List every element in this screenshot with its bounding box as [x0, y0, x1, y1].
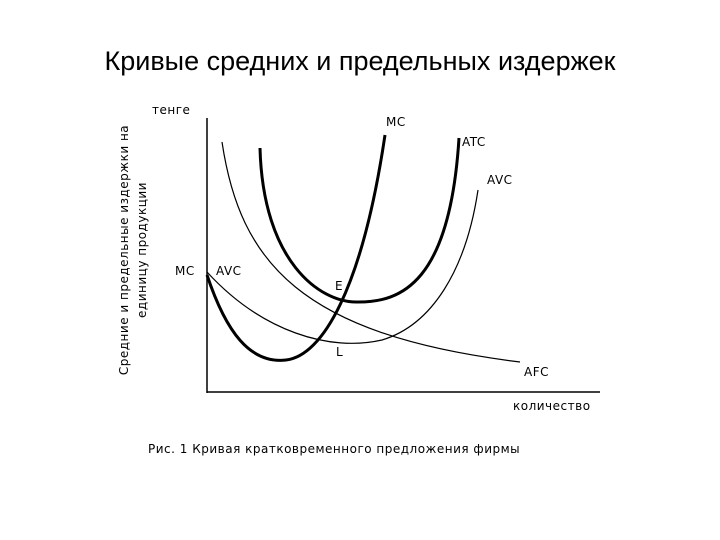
curve-label: MC — [175, 264, 195, 278]
y-label-line: Средние и предельные издержки на — [117, 125, 131, 375]
y-label-line: единицу продукции — [135, 182, 149, 318]
curve-label: AVC — [487, 173, 513, 187]
curve-label: MC — [386, 115, 406, 129]
atc-curve — [258, 137, 461, 304]
avc-curve — [206, 189, 479, 344]
mc-curve — [205, 134, 387, 362]
y-unit: тенге — [152, 103, 190, 117]
x-axis-label: количество — [513, 399, 591, 413]
caption: Рис. 1 Кривая кратковременного предложен… — [148, 442, 520, 456]
curve-label: ATC — [462, 135, 486, 149]
y-axis-label: Средние и предельные издержки на единицу… — [117, 125, 149, 375]
title: Кривые средних и предельных издержек — [105, 46, 616, 76]
curve-label: AVC — [216, 264, 242, 278]
point-label: L — [336, 345, 343, 359]
curve-label: AFC — [524, 365, 549, 379]
point-label: E — [335, 279, 343, 293]
afc-curve — [221, 141, 521, 363]
